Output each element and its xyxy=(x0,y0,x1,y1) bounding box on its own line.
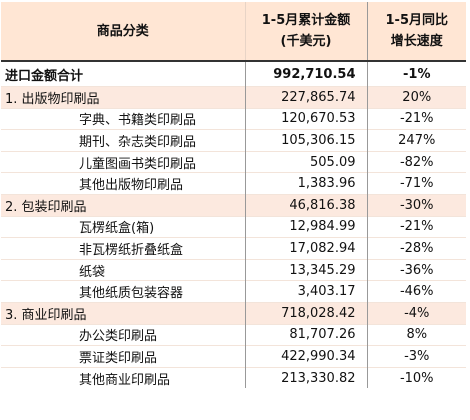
item-growth: -36% xyxy=(367,258,466,281)
section-growth: 20% xyxy=(367,86,466,109)
item-amount: 12,984.99 xyxy=(244,215,368,238)
item-amount: 105,306.15 xyxy=(244,129,368,152)
header-amount-line2: (千美元) xyxy=(280,34,332,49)
table-row: 办公类印刷品 81,707.26 8% xyxy=(1,323,466,346)
item-category: 瓦楞纸盒(箱) xyxy=(1,215,245,238)
table-body: 进口金额合计 992,710.54 -1% 1. 出版物印刷品 227,865.… xyxy=(1,60,466,389)
header-amount: 1-5月累计金额 (千美元) xyxy=(244,2,368,62)
section-growth: -30% xyxy=(367,193,466,217)
section-category: 3. 商业印刷品 xyxy=(1,301,245,325)
total-growth: -1% xyxy=(367,60,466,87)
total-amount: 992,710.54 xyxy=(244,60,368,87)
item-growth: -10% xyxy=(367,366,466,389)
item-growth: -46% xyxy=(367,280,466,303)
table-row: 瓦楞纸盒(箱) 12,984.99 -21% xyxy=(1,215,466,238)
item-category: 办公类印刷品 xyxy=(1,323,245,346)
item-category: 其他纸质包装容器 xyxy=(1,280,245,303)
table-row: 票证类印刷品 422,990.34 -3% xyxy=(1,345,466,368)
total-row: 进口金额合计 992,710.54 -1% xyxy=(1,60,466,87)
item-growth: -82% xyxy=(367,150,466,173)
item-category: 其他商业印刷品 xyxy=(1,366,245,389)
item-amount: 81,707.26 xyxy=(244,323,368,346)
item-category: 纸袋 xyxy=(1,258,245,281)
item-amount: 3,403.17 xyxy=(244,280,368,303)
item-category: 票证类印刷品 xyxy=(1,345,245,368)
item-amount: 13,345.29 xyxy=(244,258,368,281)
item-growth: 247% xyxy=(367,129,466,152)
section-row-commercial: 3. 商业印刷品 718,028.42 -4% xyxy=(1,301,466,325)
header-amount-line1: 1-5月累计金额 xyxy=(261,13,351,28)
total-category: 进口金额合计 xyxy=(1,60,245,87)
table-row: 其他商业印刷品 213,330.82 -10% xyxy=(1,366,466,389)
section-growth: -4% xyxy=(367,301,466,325)
table-row: 其他出版物印刷品 1,383.96 -71% xyxy=(1,172,466,195)
import-statistics-table: 商品分类 1-5月累计金额 (千美元) 1-5月同比 增长速度 进口金额合计 9… xyxy=(1,2,466,389)
item-amount: 120,670.53 xyxy=(244,107,368,130)
table-row: 期刊、杂志类印刷品 105,306.15 247% xyxy=(1,129,466,152)
item-category: 其他出版物印刷品 xyxy=(1,172,245,195)
item-growth: -21% xyxy=(367,107,466,130)
section-row-publications: 1. 出版物印刷品 227,865.74 20% xyxy=(1,86,466,109)
item-growth: -28% xyxy=(367,237,466,260)
item-category: 期刊、杂志类印刷品 xyxy=(1,129,245,152)
item-amount: 17,082.94 xyxy=(244,237,368,260)
item-category: 字典、书籍类印刷品 xyxy=(1,107,245,130)
section-category: 2. 包装印刷品 xyxy=(1,193,245,217)
header-growth-line2: 增长速度 xyxy=(390,34,443,49)
item-growth: -71% xyxy=(367,172,466,195)
item-amount: 422,990.34 xyxy=(244,345,368,368)
item-growth: -3% xyxy=(367,345,466,368)
table-header: 商品分类 1-5月累计金额 (千美元) 1-5月同比 增长速度 xyxy=(1,2,466,62)
table-row: 非瓦楞纸折叠纸盒 17,082.94 -28% xyxy=(1,237,466,260)
section-row-packaging: 2. 包装印刷品 46,816.38 -30% xyxy=(1,193,466,217)
item-growth: -21% xyxy=(367,215,466,238)
table-row: 其他纸质包装容器 3,403.17 -46% xyxy=(1,280,466,303)
item-amount: 213,330.82 xyxy=(244,366,368,389)
section-amount: 718,028.42 xyxy=(244,301,368,325)
item-amount: 1,383.96 xyxy=(244,172,368,195)
header-category: 商品分类 xyxy=(1,2,246,62)
header-growth-line1: 1-5月同比 xyxy=(385,13,449,28)
table-row: 纸袋 13,345.29 -36% xyxy=(1,258,466,281)
item-category: 非瓦楞纸折叠纸盒 xyxy=(1,237,245,260)
table-row: 字典、书籍类印刷品 120,670.53 -21% xyxy=(1,107,466,130)
table-row: 儿童图画书类印刷品 505.09 -82% xyxy=(1,150,466,173)
section-amount: 46,816.38 xyxy=(244,193,368,217)
section-category: 1. 出版物印刷品 xyxy=(1,86,245,109)
item-growth: 8% xyxy=(367,323,466,346)
header-growth: 1-5月同比 增长速度 xyxy=(367,2,466,62)
section-amount: 227,865.74 xyxy=(244,86,368,109)
header-row: 商品分类 1-5月累计金额 (千美元) 1-5月同比 增长速度 xyxy=(1,2,466,62)
item-category: 儿童图画书类印刷品 xyxy=(1,150,245,173)
item-amount: 505.09 xyxy=(244,150,368,173)
